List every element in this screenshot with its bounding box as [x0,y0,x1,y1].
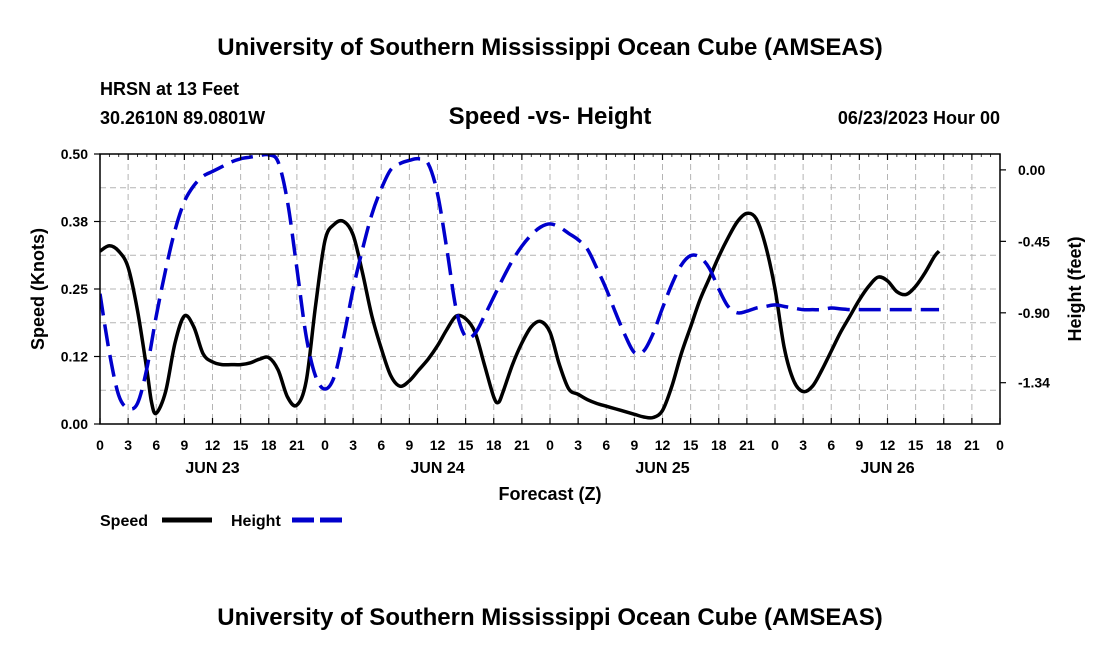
x-tick-label: 6 [602,437,610,453]
axes: 0 3 6 9 12 15 18 21 0 3 6 9 12 15 18 21 0 3 6 9 12 15 18 21 0 3 6 9… [61,146,1050,477]
chart-title: University of Southern Mississippi Ocean… [217,34,882,61]
x-tick-label: 12 [655,437,671,453]
x-tick-label: 12 [430,437,446,453]
date-label: JUN 26 [860,460,914,477]
forecast-datetime: 06/23/2023 Hour 00 [838,108,1000,128]
x-tick-label: 15 [683,437,699,453]
y-tick-label: 0.00 [61,416,88,432]
y2-tick-label: -1.34 [1018,375,1050,391]
x-tick-label: 3 [124,437,132,453]
x-tick-label: 15 [908,437,924,453]
y-tick-label: 0.38 [61,214,88,230]
y2-tick-label: -0.90 [1018,305,1050,321]
y-tick-label: 0.50 [61,146,88,162]
y-tick-label: 0.25 [61,281,88,297]
x-tick-label: 21 [964,437,980,453]
x-tick-label: 0 [771,437,779,453]
legend-label-speed: Speed [100,513,148,530]
series-layer [100,154,941,420]
series-line-speed [100,211,941,420]
y2-tick-label: -0.45 [1018,233,1050,249]
chart-subtitle: Speed -vs- Height [449,103,652,130]
x-tick-label: 12 [205,437,221,453]
x-tick-label: 18 [711,437,727,453]
x-tick-label: 21 [514,437,530,453]
date-label: JUN 25 [635,460,689,477]
x-tick-label: 6 [827,437,835,453]
x-tick-label: 18 [486,437,502,453]
x-tick-label: 21 [289,437,305,453]
legend: Speed Height [100,513,342,530]
x-axis-title: Forecast (Z) [498,484,601,504]
x-tick-label: 3 [574,437,582,453]
x-tick-label: 6 [377,437,385,453]
x-tick-label: 18 [936,437,952,453]
x-tick-label: 9 [180,437,188,453]
date-label: JUN 23 [185,460,239,477]
y-axis-title: Speed (Knots) [28,228,48,350]
station-label: HRSN at 13 Feet [100,79,239,99]
x-tick-label: 9 [630,437,638,453]
legend-label-height: Height [231,513,281,530]
coordinates-label: 30.2610N 89.0801W [100,108,265,128]
series-line-height [100,154,940,411]
date-label: JUN 24 [410,460,464,477]
y-tick-label: 0.12 [61,349,88,365]
x-tick-label: 6 [152,437,160,453]
x-tick-label: 15 [458,437,474,453]
x-tick-label: 0 [546,437,554,453]
x-tick-label: 18 [261,437,277,453]
x-tick-label: 0 [996,437,1004,453]
x-tick-label: 0 [96,437,104,453]
x-tick-label: 9 [855,437,863,453]
footer-title: University of Southern Mississippi Ocean… [217,604,882,631]
x-tick-label: 3 [799,437,807,453]
x-tick-label: 21 [739,437,755,453]
x-tick-label: 3 [349,437,357,453]
x-tick-label: 0 [321,437,329,453]
x-tick-label: 12 [880,437,896,453]
x-tick-label: 15 [233,437,249,453]
y2-tick-label: 0.00 [1018,162,1045,178]
y2-axis-title: Height (feet) [1065,237,1085,342]
x-tick-label: 9 [405,437,413,453]
